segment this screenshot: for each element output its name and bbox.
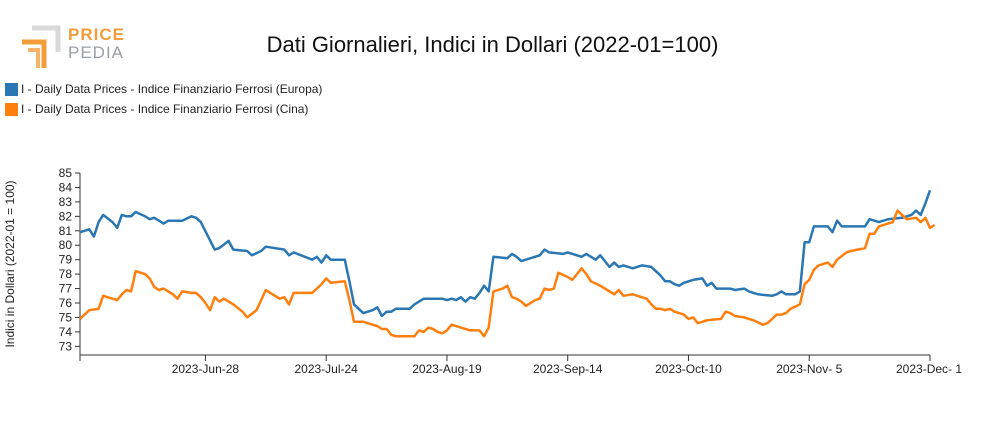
- legend-label-europa: I - Daily Data Prices - Indice Finanziar…: [21, 82, 323, 96]
- y-tick-label: 83: [59, 195, 73, 209]
- series-layer: [79, 189, 936, 338]
- pricepedia-logo-mark: [22, 25, 61, 68]
- chart-title: Dati Giornalieri, Indici in Dollari (202…: [266, 32, 719, 57]
- y-tick-label: 82: [59, 209, 73, 223]
- pricepedia-logo: PRICE PEDIA: [18, 24, 128, 72]
- y-tick-label: 76: [59, 296, 73, 310]
- x-tick-label: 2023-Jul-24: [294, 362, 358, 376]
- x-tick-label: 2023-Oct-10: [655, 362, 722, 376]
- legend-swatch-europa: [5, 82, 18, 96]
- chart-legend: I - Daily Data Prices - Indice Finanziar…: [5, 79, 322, 119]
- series-line-cina: [79, 209, 936, 338]
- y-tick-label: 81: [59, 224, 73, 238]
- logo-text-price: PRICE: [68, 25, 125, 44]
- y-tick-label: 79: [59, 253, 73, 267]
- x-tick-label: 2023-Sep-14: [533, 362, 603, 376]
- y-tick-label: 73: [59, 339, 73, 353]
- y-tick-label: 77: [59, 282, 73, 296]
- legend-label-cina: I - Daily Data Prices - Indice Finanziar…: [21, 102, 309, 116]
- y-tick-label: 74: [59, 325, 73, 339]
- legend-item-cina[interactable]: I - Daily Data Prices - Indice Finanziar…: [5, 99, 322, 119]
- x-axis: 2023-Jun-28 2023-Jul-24 2023-Aug-19 2023-Se…: [79, 354, 962, 376]
- legend-swatch-cina: [5, 102, 18, 116]
- y-tick-label: 84: [59, 180, 73, 194]
- x-tick-label: 2023-Nov- 5: [776, 362, 842, 376]
- y-tick-label: 75: [59, 310, 73, 324]
- logo-text-pedia: PEDIA: [68, 43, 125, 62]
- y-tick-label: 78: [59, 267, 73, 281]
- legend-item-europa[interactable]: I - Daily Data Prices - Indice Finanziar…: [5, 79, 322, 99]
- series-line-europa: [79, 189, 932, 318]
- x-tick-label: 2023-Aug-19: [412, 362, 482, 376]
- y-axis-title: Indici in Dollari (2022-01 = 100): [3, 180, 17, 347]
- y-tick-label: 80: [59, 238, 73, 252]
- y-tick-label: 85: [59, 166, 73, 180]
- x-tick-label: 2023-Dec- 1: [896, 362, 962, 376]
- x-tick-label: 2023-Jun-28: [172, 362, 240, 376]
